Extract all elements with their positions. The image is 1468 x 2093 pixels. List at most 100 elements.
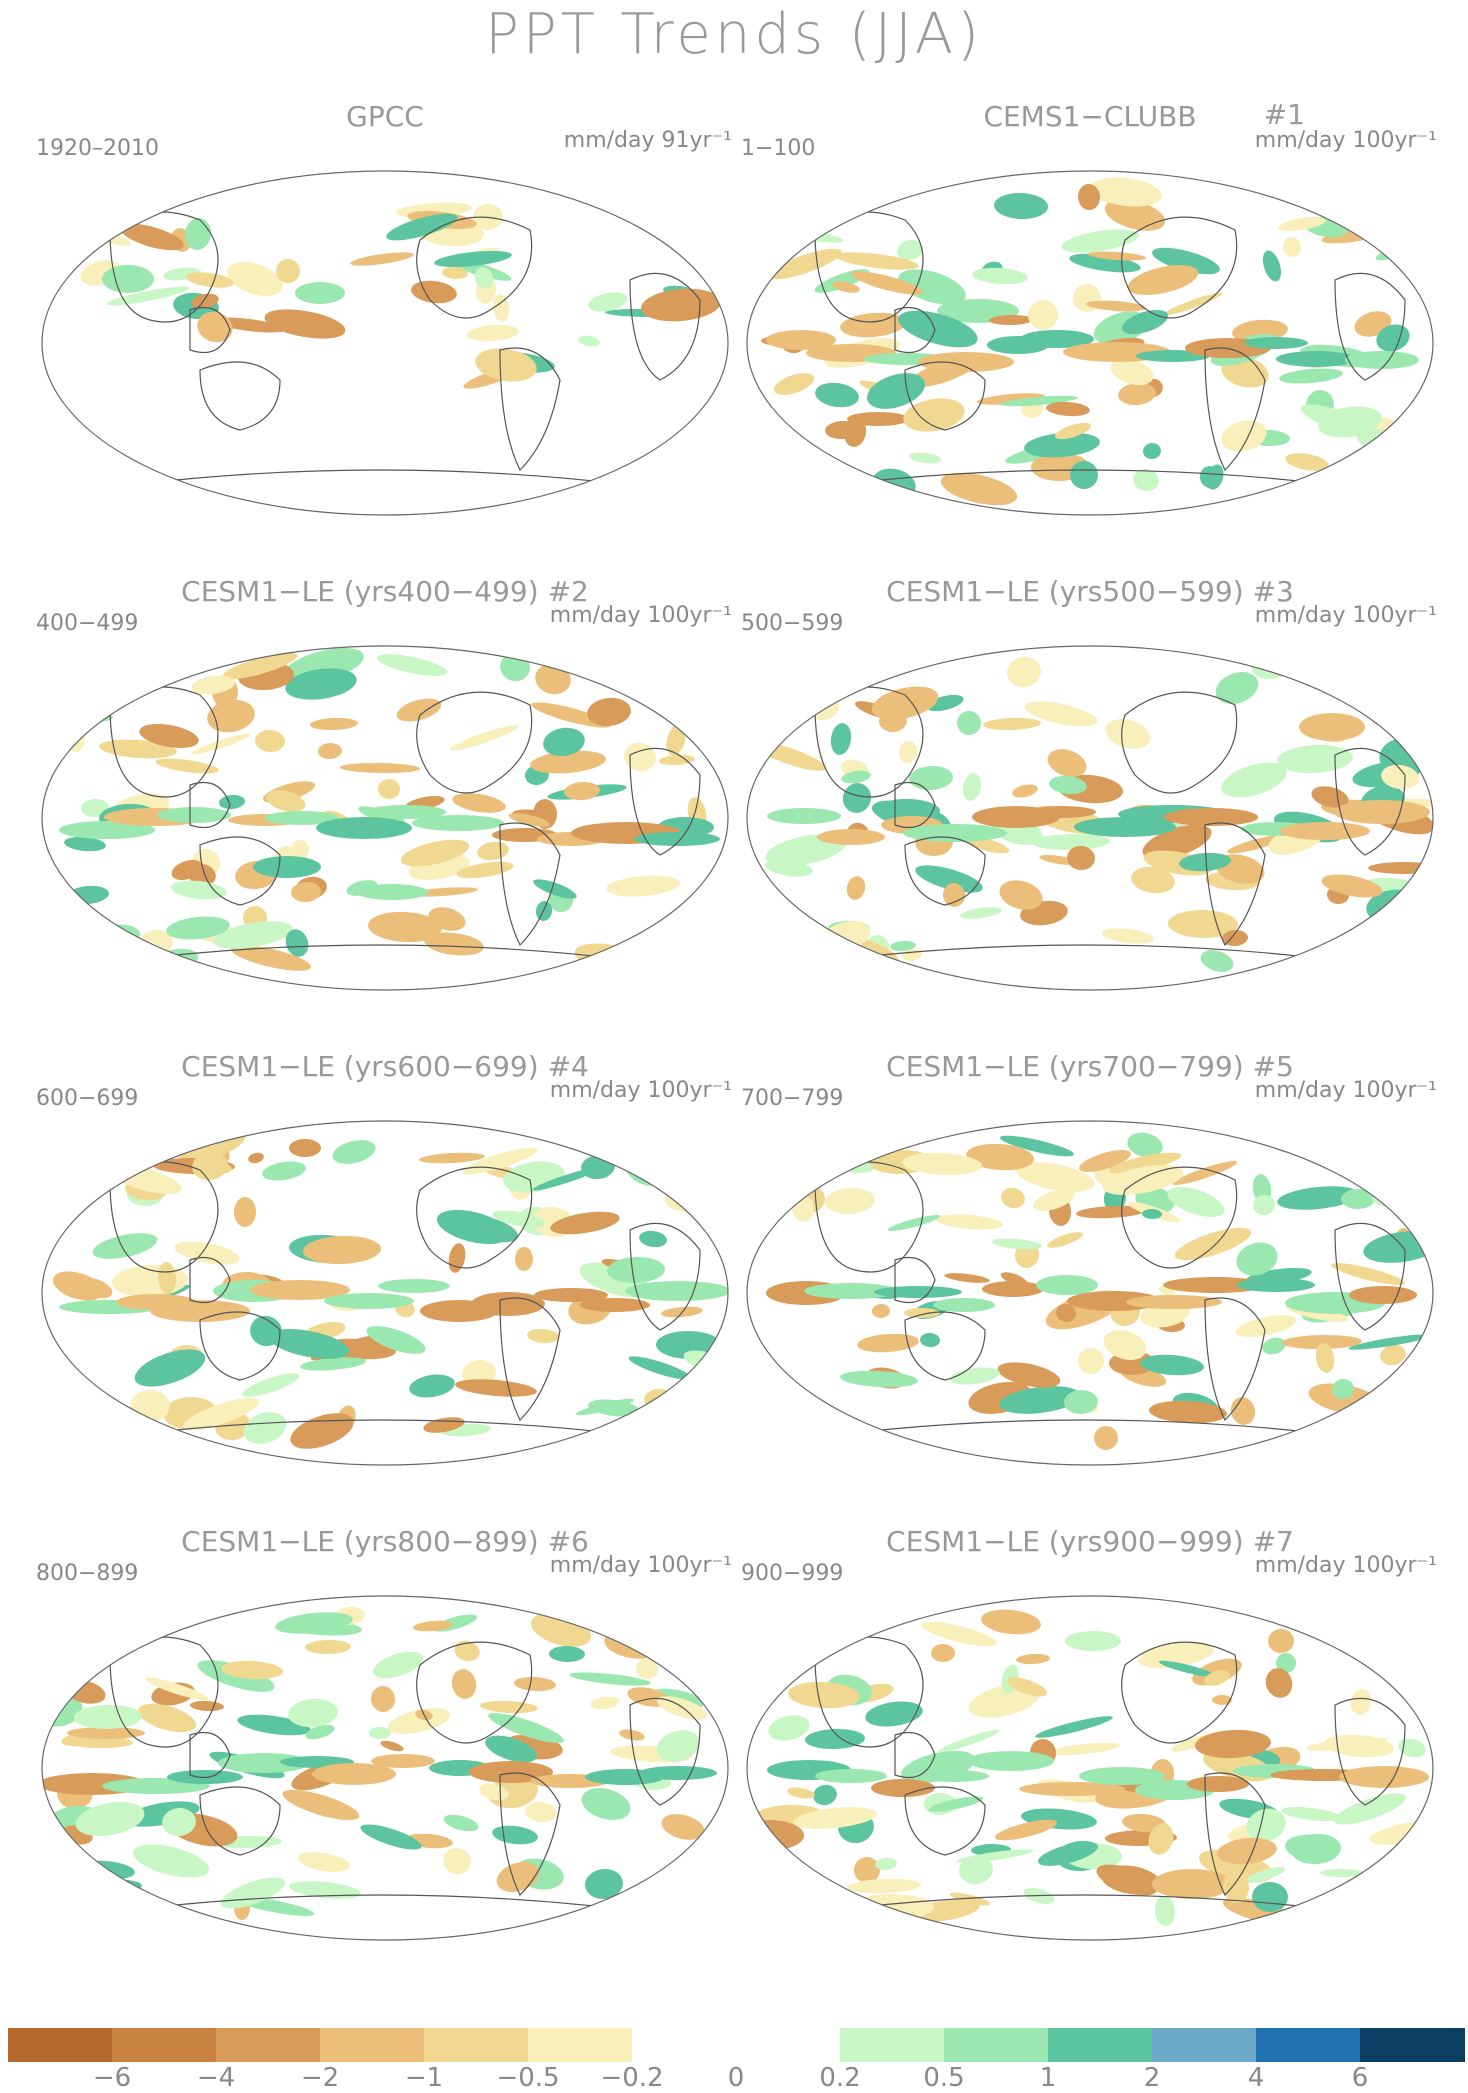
trend-contour [1277, 744, 1353, 774]
trend-contour [305, 1724, 335, 1740]
map-panel: CESM1−LE (yrs500−599) #3 500−599 mm/day 10… [735, 575, 1445, 995]
trend-contour [1133, 468, 1159, 492]
coastline [834, 469, 1336, 486]
trend-contour [162, 1807, 196, 1837]
trend-contour [289, 1881, 361, 1899]
trend-contour [1061, 229, 1139, 253]
trend-contour [851, 271, 923, 295]
trend-contour [1104, 199, 1166, 231]
trend-contour [1315, 1343, 1335, 1373]
itcz-band [1280, 822, 1370, 840]
coastline [1204, 822, 1266, 947]
world-map [746, 1595, 1434, 1941]
trend-contour [1000, 395, 1078, 407]
coastline [1334, 1697, 1406, 1806]
page-title: PPT Trends (JJA) [485, 2, 983, 67]
trend-contour [1131, 866, 1175, 894]
trend-contour [590, 1696, 620, 1710]
trend-contour [1332, 1378, 1354, 1400]
trend-contour [981, 1609, 1041, 1635]
trend-contour [1148, 1823, 1174, 1855]
trend-contour [53, 1855, 105, 1873]
trend-contour [578, 335, 600, 347]
colorbar-tick-label: 0 [727, 2063, 745, 2093]
trend-contour [1200, 950, 1234, 972]
map-panel: CEMS1−CLUBB #1 1−100 mm/day 100yr⁻¹ [735, 98, 1445, 520]
trend-contour [1305, 182, 1377, 202]
trend-contour [1277, 1186, 1359, 1210]
trend-contour [1118, 382, 1156, 406]
trend-contour [1037, 1842, 1099, 1866]
trend-contour [1016, 1653, 1050, 1665]
map-border [746, 170, 1434, 516]
trend-contour [1321, 874, 1383, 898]
trend-contour [1367, 1606, 1419, 1630]
itcz-band [534, 1288, 608, 1302]
coastline [1121, 216, 1238, 319]
trend-contour [940, 472, 1018, 506]
trend-contour [488, 1712, 564, 1744]
panel-member-number: #1 [1263, 98, 1305, 131]
trend-contour [64, 836, 106, 852]
coastline [834, 1894, 1336, 1911]
trend-contour [1012, 784, 1038, 798]
coastline [416, 1641, 533, 1744]
trend-contour [207, 699, 255, 733]
trend-contour [1311, 786, 1349, 808]
trend-contour [769, 1887, 813, 1915]
trend-contour [887, 1215, 941, 1231]
trend-contour [134, 1349, 206, 1387]
trend-contour [842, 783, 872, 813]
trend-contour [805, 691, 839, 721]
trend-contour [370, 1686, 396, 1712]
colorbar-tick-label: −0.5 [496, 2063, 560, 2093]
trend-contour [799, 930, 839, 956]
map-border [746, 1120, 1434, 1466]
trend-contour [42, 920, 94, 948]
trend-contour [920, 1332, 940, 1348]
trend-contour [276, 259, 300, 283]
colorbar-cell [1152, 2028, 1257, 2062]
trend-contour [436, 1209, 510, 1245]
trend-contour [810, 1617, 880, 1633]
trend-contour [288, 1698, 338, 1728]
trend-contour [1158, 1286, 1176, 1296]
panel-title: CESM1−LE (yrs600−699) #4 [181, 1050, 589, 1083]
trend-contour [1381, 764, 1419, 790]
trend-contour [921, 1621, 997, 1647]
trend-contour [1102, 1165, 1184, 1195]
trend-contour [1172, 1160, 1238, 1186]
trend-contour [1380, 1344, 1406, 1366]
trend-contour [1143, 442, 1161, 460]
trend-contour [765, 859, 813, 877]
coastline [1204, 1297, 1266, 1422]
trend-contour [1127, 264, 1199, 296]
trend-contour [264, 309, 346, 339]
itcz-band [150, 1300, 250, 1322]
trend-contour [607, 1256, 665, 1284]
trend-contour [1094, 1426, 1118, 1450]
coastline [129, 1419, 631, 1436]
trend-contour [290, 1413, 354, 1449]
trend-contour [285, 929, 309, 957]
trend-contour [1380, 1162, 1433, 1192]
trend-contour [411, 280, 457, 304]
trend-contour [999, 1386, 1081, 1414]
trend-contour [262, 1161, 306, 1181]
coastline [189, 1256, 231, 1304]
trend-contour [1281, 1807, 1341, 1821]
trend-contour [636, 1658, 658, 1680]
coastline [129, 469, 631, 486]
coastline [1204, 1772, 1266, 1897]
trend-contour [950, 1367, 1000, 1385]
trend-contour [242, 1373, 300, 1397]
trend-contour [221, 1660, 283, 1680]
trend-contour [830, 723, 852, 755]
trend-contour [1046, 401, 1090, 417]
trend-contour [310, 717, 358, 731]
trend-contour [190, 1700, 224, 1712]
panel-title: CESM1−LE (yrs700−799) #5 [886, 1050, 1294, 1083]
itcz-band [1345, 351, 1419, 369]
trend-contour [902, 1152, 982, 1176]
trend-contour [1152, 247, 1220, 275]
